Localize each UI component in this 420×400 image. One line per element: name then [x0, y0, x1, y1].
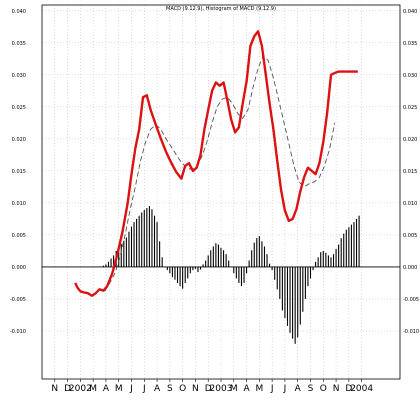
- y-tick-label-left: 0.005: [12, 233, 26, 239]
- y-tick-label-left: 0.040: [12, 9, 26, 15]
- y-tick-label-right: 0.000: [403, 265, 417, 271]
- x-tick-label: S: [308, 384, 314, 394]
- macd-line: [74, 30, 358, 297]
- y-tick-label-right: 0.040: [403, 9, 417, 15]
- x-tick-label: O: [320, 384, 327, 394]
- y-tick-label-right: 0.030: [403, 73, 417, 79]
- x-tick-label: J: [270, 384, 274, 394]
- y-tick-label-right: 0.010: [403, 201, 417, 207]
- x-tick-label: D: [205, 384, 212, 394]
- histogram-bars: [102, 206, 360, 344]
- x-tick-label: M: [115, 384, 123, 394]
- y-tick-label-left: 0.015: [12, 169, 26, 175]
- y-tick-label-left: -0.005: [10, 297, 26, 303]
- chart-title: MACD (9.12.9), Histogram of MACD (9.12.9…: [166, 6, 276, 12]
- y-axis-right: 0.040 0.035 0.030 0.025 0.020 0.015 0.010 0.005…: [403, 9, 419, 335]
- y-tick-label-right: 0.015: [403, 169, 417, 175]
- y-tick-label-left: -0.010: [10, 329, 26, 335]
- y-tick-label-right: 0.020: [403, 137, 417, 143]
- x-tick-label: 2002: [69, 384, 92, 394]
- y-tick-label-left: 0.035: [12, 41, 26, 47]
- x-tick-label: O: [179, 384, 186, 394]
- y-tick-label-left: 0.010: [12, 201, 26, 207]
- x-tick-label: N: [192, 384, 199, 394]
- x-tick-label: M: [230, 384, 238, 394]
- x-tick-label: 2003: [210, 384, 233, 394]
- x-tick-label: D: [64, 384, 71, 394]
- y-tick-label-right: -0.010: [403, 329, 419, 335]
- y-tick-label-right: 0.035: [403, 41, 417, 47]
- y-tick-label-left: 0.030: [12, 73, 26, 79]
- y-axis-left: 0.040 0.035 0.030 0.025 0.020 0.015 0.010 0.005…: [10, 9, 26, 335]
- x-tick-label: J: [129, 384, 133, 394]
- grid-lines: [42, 5, 400, 379]
- y-tick-label-right: 0.025: [403, 105, 417, 111]
- y-tick-label-left: 0.025: [12, 105, 26, 111]
- x-tick-label: M: [89, 384, 97, 394]
- x-tick-label: A: [295, 384, 302, 394]
- x-tick-label: M: [255, 384, 263, 394]
- x-tick-label: A: [243, 384, 250, 394]
- x-tick-label: J: [142, 384, 146, 394]
- x-tick-label: N: [333, 384, 340, 394]
- y-tick-label-left: 0.020: [12, 137, 26, 143]
- signal-line: [104, 54, 336, 292]
- x-tick-label: A: [103, 384, 110, 394]
- x-tick-label: D: [345, 384, 352, 394]
- x-tick-label: N: [51, 384, 58, 394]
- x-tick-label: J: [283, 384, 287, 394]
- x-tick-label: S: [167, 384, 173, 394]
- x-tick-label: 2004: [350, 384, 373, 394]
- y-tick-label-right: 0.005: [403, 233, 417, 239]
- x-tick-label: A: [154, 384, 161, 394]
- y-tick-label-right: -0.005: [403, 297, 419, 303]
- y-tick-label-left: 0.000: [12, 265, 26, 271]
